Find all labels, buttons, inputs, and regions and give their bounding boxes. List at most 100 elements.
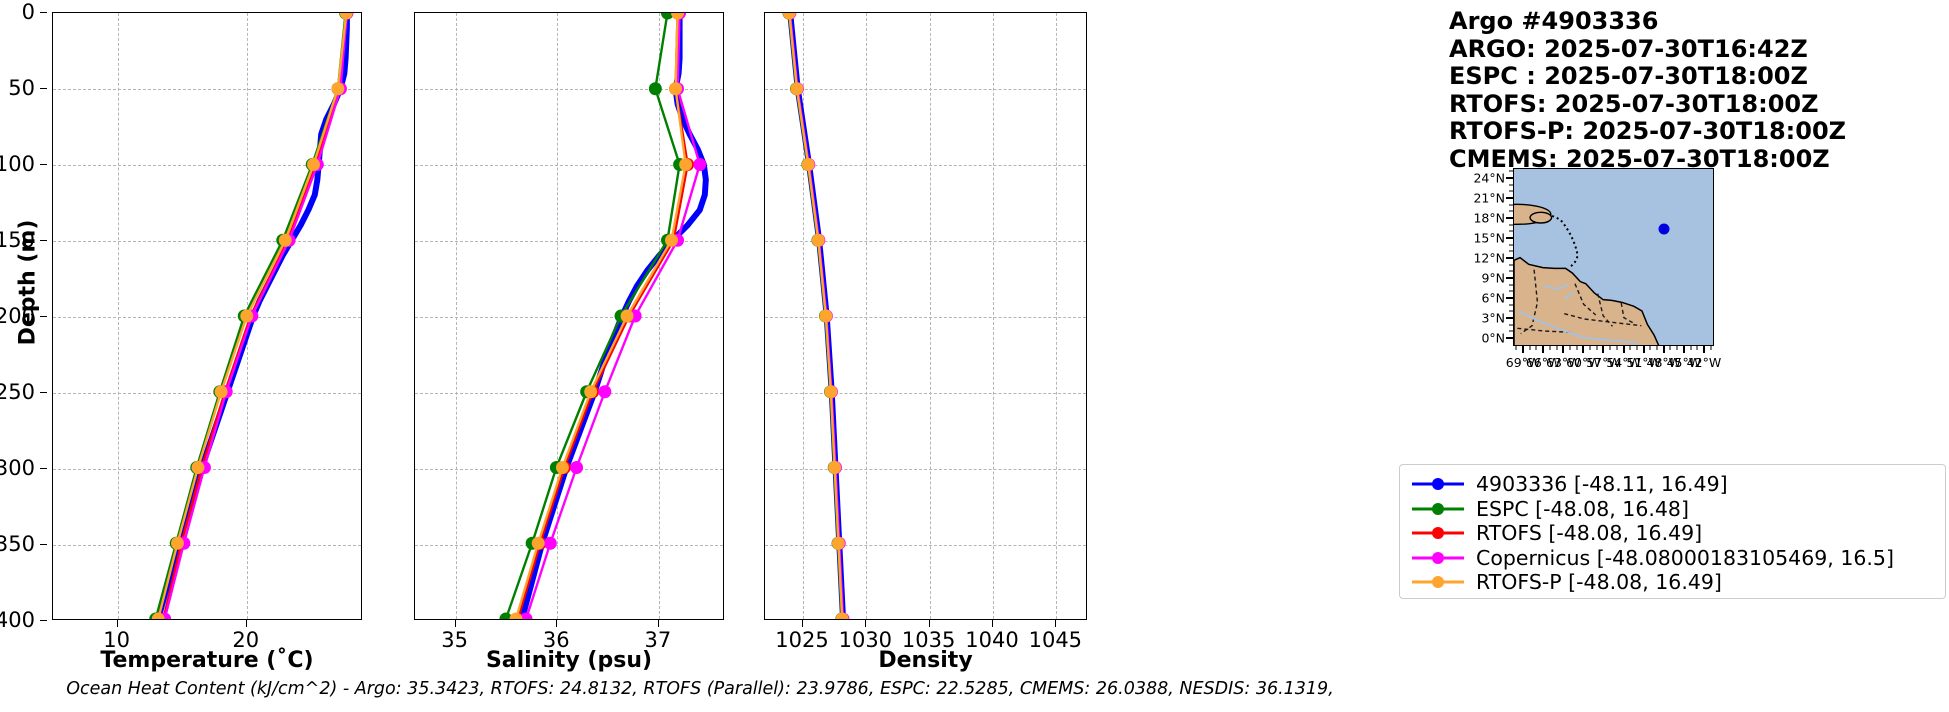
map-lat-minor-tick [1509,264,1513,266]
map-lat-label: 24°N [1473,170,1505,186]
gridline-horizontal [765,317,1086,318]
map-lat-minor-tick [1509,170,1513,172]
legend-swatch [1412,500,1464,518]
depth-tick-label: 0 [21,0,35,24]
series-marker [331,82,345,96]
series-legend[interactable]: 4903336 [-48.11, 16.49] ESPC [-48.08, 16.… [1399,464,1946,599]
temperature-series-layer [149,13,354,619]
map-lat-label: 12°N [1473,250,1505,266]
map-lon-tick [1682,346,1685,353]
gridline-horizontal [765,165,1086,166]
temperature-x-ticks: 10 20 [52,620,362,652]
series-marker [811,233,825,247]
legend-label: Copernicus [-48.08000183105469, 16.5] [1476,545,1894,570]
x-tick-label: 1045 [1028,628,1083,652]
x-tick-label: 1035 [901,628,956,652]
map-lon-tick [1642,346,1645,353]
series-marker [278,233,292,247]
depth-tick-label: 100 [0,152,35,176]
gridline-vertical [866,13,868,619]
gridline-vertical [803,13,804,619]
map-lon-label: 57°W [1586,355,1621,370]
map-lon-minor-tick [1569,346,1571,350]
map-lon-minor-tick [1535,346,1537,350]
map-lon-label: 48°W [1646,355,1682,370]
series-marker [782,13,796,20]
series-marker [214,385,228,399]
map-lat-tick [1506,317,1513,319]
series-line-density-1 [787,13,843,619]
series-marker [620,309,634,323]
salinity-x-ticks: 35 36 37 [414,620,724,652]
x-tick-label: 1030 [838,628,893,652]
map-lat-tick [1506,177,1513,179]
map-lat-minor-tick [1509,270,1513,272]
legend-marker-dot [1432,478,1444,490]
salinity-panel: 35 36 37 Salinity (psu) [400,0,750,673]
legend-item[interactable]: ESPC [-48.08, 16.48] [1412,497,1935,521]
map-lon-minor-tick [1576,346,1578,350]
map-lat-minor-tick [1509,304,1513,306]
gridline-vertical [929,13,931,619]
map-lon-minor-tick [1696,346,1698,350]
map-river [1563,291,1575,300]
map-lon-minor-tick [1629,346,1631,350]
map-lon-tick [1582,346,1585,353]
map-lon-tick [1522,346,1525,353]
gridline-horizontal [765,89,1086,90]
legend-marker-dot [1432,551,1444,564]
temperature-axis-title: Temperature (˚C) [100,648,314,673]
gridline-horizontal [53,317,361,318]
map-frame [1513,168,1714,346]
temperature-plot-area [52,12,362,620]
legend-item[interactable]: Copernicus [-48.08000183105469, 16.5] [1412,546,1935,570]
series-marker [801,158,815,171]
gridline-horizontal [765,469,1086,470]
series-marker [669,82,682,96]
legend-swatch [1412,573,1464,591]
legend-item[interactable]: RTOFS [-48.08, 16.49] [1412,521,1935,545]
ocean-heat-content-footnote: Ocean Heat Content (kJ/cm^2) - Argo: 35.… [66,679,1334,699]
series-marker [171,536,184,550]
map-lat-minor-tick [1509,210,1513,212]
gridline-horizontal [765,545,1086,546]
x-tick-label: 37 [644,628,672,652]
map-lon-label: 51°W [1626,355,1661,370]
depth-tick-mark [40,392,47,393]
x-tick-label: 1025 [775,628,829,652]
series-marker [824,385,838,399]
x-tick-mark [556,620,558,627]
legend-item[interactable]: RTOFS-P [-48.08, 16.49] [1412,570,1935,594]
map-lon-minor-tick [1549,346,1551,350]
series-marker [598,385,612,399]
salinity-axis-title: Salinity (psu) [485,648,653,673]
map-lat-label: 15°N [1473,230,1505,246]
depth-tick-mark [40,544,47,545]
series-marker [240,309,254,323]
depth-tick-label: 200 [0,304,35,328]
series-marker [509,612,523,619]
map-lat-minor-tick [1509,190,1513,192]
series-marker [665,233,678,247]
density-x-ticks: 1025 1030 1035 1040 1045 [764,620,1087,652]
depth-tick-label: 350 [0,532,35,556]
map-lon-minor-tick [1609,346,1611,350]
map-lon-tick [1602,346,1605,353]
map-lat-tick [1506,217,1513,219]
map-lon-minor-tick [1636,346,1638,350]
gridline-horizontal [53,393,361,394]
series-marker [499,612,513,619]
profile-header: Argo #4903336 ARGO: 2025-07-30T16:42Z ESPC… [1449,7,1846,173]
map-lat-minor-tick [1509,230,1513,232]
legend-item[interactable]: 4903336 [-48.11, 16.49] [1412,472,1935,496]
header-line-3: RTOFS: 2025-07-30T18:00Z [1449,89,1819,118]
gridline-horizontal [53,165,361,166]
series-marker [835,612,849,619]
x-tick-mark [454,620,456,627]
gridline-horizontal [53,545,361,546]
x-tick-label: 1040 [965,628,1019,652]
temperature-y-ticks: 0 50 100 150 200 250 300 350 400 [0,0,47,632]
x-tick-mark [657,620,659,627]
depth-tick-mark [40,468,47,469]
map-lon-tick [1702,346,1705,353]
